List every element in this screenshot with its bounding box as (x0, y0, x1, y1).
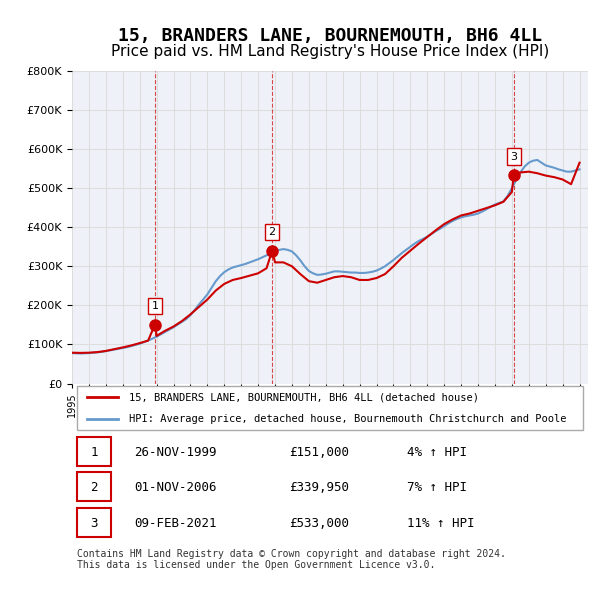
Text: 15, BRANDERS LANE, BOURNEMOUTH, BH6 4LL (detached house): 15, BRANDERS LANE, BOURNEMOUTH, BH6 4LL … (129, 392, 479, 402)
Text: 09-FEB-2021: 09-FEB-2021 (134, 517, 217, 530)
Text: 26-NOV-1999: 26-NOV-1999 (134, 446, 217, 459)
FancyBboxPatch shape (77, 386, 583, 430)
Text: £533,000: £533,000 (289, 517, 349, 530)
FancyBboxPatch shape (77, 472, 110, 501)
Text: 2: 2 (269, 227, 276, 237)
Text: 4% ↑ HPI: 4% ↑ HPI (407, 446, 467, 459)
FancyBboxPatch shape (77, 437, 110, 466)
Text: £151,000: £151,000 (289, 446, 349, 459)
Text: 3: 3 (91, 517, 98, 530)
Text: 2: 2 (91, 481, 98, 494)
FancyBboxPatch shape (77, 508, 110, 537)
Text: 15, BRANDERS LANE, BOURNEMOUTH, BH6 4LL: 15, BRANDERS LANE, BOURNEMOUTH, BH6 4LL (118, 27, 542, 45)
Text: Price paid vs. HM Land Registry's House Price Index (HPI): Price paid vs. HM Land Registry's House … (111, 44, 549, 59)
Text: Contains HM Land Registry data © Crown copyright and database right 2024.
This d: Contains HM Land Registry data © Crown c… (77, 549, 506, 571)
Text: 11% ↑ HPI: 11% ↑ HPI (407, 517, 475, 530)
Text: 1: 1 (91, 446, 98, 459)
Text: HPI: Average price, detached house, Bournemouth Christchurch and Poole: HPI: Average price, detached house, Bour… (129, 414, 566, 424)
Text: 7% ↑ HPI: 7% ↑ HPI (407, 481, 467, 494)
Text: 3: 3 (510, 152, 517, 162)
Text: £339,950: £339,950 (289, 481, 349, 494)
Text: 01-NOV-2006: 01-NOV-2006 (134, 481, 217, 494)
Text: 1: 1 (151, 301, 158, 311)
